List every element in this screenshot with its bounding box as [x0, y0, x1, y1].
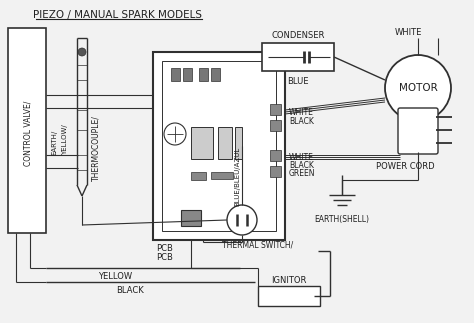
Bar: [218, 127, 232, 159]
Text: PCB: PCB: [156, 244, 173, 253]
Bar: [211, 172, 233, 179]
Text: BLUE/BLEU/AZUL: BLUE/BLEU/AZUL: [234, 146, 240, 206]
Bar: [191, 127, 213, 159]
Bar: [199, 68, 208, 81]
Bar: [211, 68, 220, 81]
Text: GREEN: GREEN: [289, 169, 316, 178]
Text: MOTOR: MOTOR: [399, 83, 438, 93]
Text: EARTH/: EARTH/: [51, 130, 57, 155]
Circle shape: [227, 205, 257, 235]
Text: THERMAL SWITCH/: THERMAL SWITCH/: [222, 240, 293, 249]
Text: EARTH(SHELL): EARTH(SHELL): [315, 215, 370, 224]
Text: IGNITOR: IGNITOR: [271, 276, 307, 285]
Text: WHITE: WHITE: [394, 28, 422, 37]
Bar: [8, 28, 46, 233]
Text: BLACK: BLACK: [289, 117, 314, 126]
Bar: [270, 166, 281, 177]
Text: POWER CORD: POWER CORD: [376, 162, 434, 171]
Circle shape: [385, 55, 451, 121]
Text: PCB: PCB: [156, 253, 173, 262]
FancyBboxPatch shape: [398, 108, 438, 154]
Text: WHITE: WHITE: [289, 108, 314, 117]
Text: BLACK: BLACK: [116, 286, 144, 295]
Bar: [235, 127, 242, 159]
Bar: [270, 120, 281, 131]
Bar: [270, 104, 281, 115]
Bar: [153, 52, 285, 240]
Bar: [258, 286, 320, 306]
Text: YELLOW/: YELLOW/: [62, 124, 68, 155]
Bar: [181, 210, 201, 226]
Text: BLACK: BLACK: [289, 161, 314, 170]
Text: BLUE: BLUE: [287, 77, 309, 86]
Text: CONDENSER: CONDENSER: [271, 31, 325, 40]
Bar: [262, 43, 334, 71]
Bar: [183, 68, 192, 81]
Text: THERMOCOUPLE/: THERMOCOUPLE/: [91, 115, 100, 181]
Text: CONTROL VALVE/: CONTROL VALVE/: [24, 100, 33, 166]
Bar: [162, 61, 276, 231]
Circle shape: [78, 48, 86, 56]
Bar: [191, 172, 206, 180]
Text: PIEZO / MANUAL SPARK MODELS: PIEZO / MANUAL SPARK MODELS: [34, 10, 202, 20]
Text: WHITE: WHITE: [289, 153, 314, 162]
Bar: [171, 68, 180, 81]
Bar: [270, 150, 281, 161]
Text: YELLOW: YELLOW: [98, 272, 132, 281]
